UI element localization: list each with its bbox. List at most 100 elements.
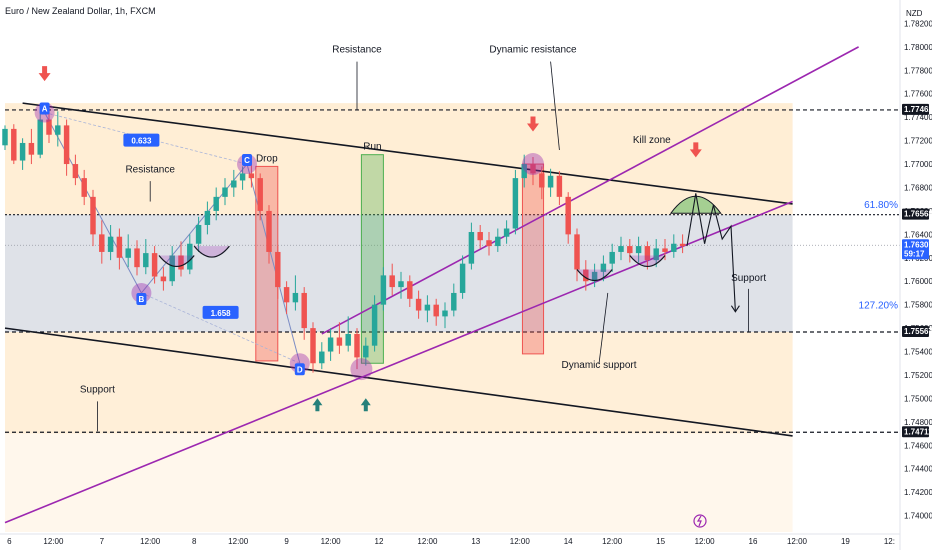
x-tick-label-9: 12:00: [417, 537, 438, 546]
annotation-4: Support: [731, 273, 766, 284]
candle-body-63: [556, 175, 563, 197]
price-tag-bg-support: [902, 325, 929, 337]
candle-body-45: [398, 281, 404, 288]
chart-title: Euro / New Zealand Dollar, 1h, FXCM: [5, 6, 156, 16]
candle-body-50: [442, 310, 448, 317]
candle-body-28: [248, 173, 255, 179]
ratio-label-1: 1.658: [211, 309, 232, 318]
zone-run: [360, 154, 384, 364]
y-tick-label-16: 1.77200: [904, 137, 932, 146]
annotation-1: Dynamic resistance: [489, 45, 577, 56]
candle-body-20: [178, 255, 184, 270]
candle-body-24: [213, 196, 219, 211]
price-tag-bg-fib-618: [902, 208, 929, 220]
annotation-pointer-4: [598, 292, 609, 364]
zone-label-drop: Drop: [256, 153, 278, 164]
price-countdown: 59:17: [904, 249, 925, 258]
pattern-point-label-C: C: [244, 156, 250, 165]
y-tick-label-5: 1.75000: [904, 394, 932, 403]
y-tick-label-4: 1.74800: [904, 418, 932, 427]
down-arrow-1: [527, 116, 539, 132]
candle-body-64: [565, 196, 571, 235]
swing-circle-1: [522, 153, 544, 176]
x-tick-label-4: 8: [192, 537, 197, 546]
candle-body-67: [591, 271, 598, 282]
dynamic-support-arc-0: [158, 255, 195, 268]
candle-body-25: [222, 187, 228, 197]
y-tick-label-2: 1.74400: [904, 465, 932, 474]
candle-body-22: [195, 224, 202, 244]
x-tick-label-6: 9: [284, 537, 289, 546]
bolt-icon-glyph: [696, 515, 702, 527]
swing-circle-0: [350, 358, 373, 381]
price-tag-bg-support-low: [902, 426, 929, 438]
candle-body-47: [415, 298, 422, 311]
bolt-icon: [693, 514, 707, 528]
candle-body-15: [134, 248, 140, 268]
candle-body-44: [389, 275, 395, 288]
zone-label-run: Run: [363, 142, 381, 153]
candle-body-10: [90, 196, 96, 235]
x-tick-label-12: 14: [564, 537, 573, 546]
candle-body-14: [125, 248, 131, 258]
candle-body-57: [503, 228, 510, 237]
price-axis-bg: [900, 0, 932, 550]
candle-body-70: [618, 246, 624, 252]
candle-body-7: [63, 125, 70, 165]
x-tick-label-11: 12:00: [510, 537, 531, 546]
candle-body-40: [354, 333, 360, 358]
price-tag-resistance: 1.77462: [904, 105, 932, 114]
price-tag-bg-resistance: [902, 103, 929, 115]
candle-body-35: [310, 328, 316, 364]
candle-body-2: [19, 142, 26, 161]
candle-body-5: [46, 119, 52, 135]
candle-body-46: [407, 281, 413, 299]
candle-body-76: [671, 243, 677, 252]
annotation-6: Support: [80, 385, 115, 396]
pattern-point-label-A: A: [42, 104, 48, 113]
up-arrow-1: [360, 398, 371, 412]
candle-body-62: [547, 175, 554, 188]
candle-body-12: [107, 236, 114, 252]
candle-body-60: [530, 164, 536, 174]
candle-body-37: [327, 337, 334, 352]
price-tag-bg-current: [902, 239, 929, 260]
kill-zone-dome: [669, 195, 722, 214]
x-tick-label-14: 15: [656, 537, 665, 546]
candle-body-52: [459, 263, 466, 293]
price-tag-support: 1.75567: [904, 327, 932, 336]
pattern-badge-B: [136, 292, 147, 305]
candle-body-61: [539, 173, 545, 188]
candle-body-17: [151, 253, 158, 277]
projection-arrowhead: [730, 305, 740, 313]
candle-body-53: [468, 232, 475, 264]
candle-body-13: [116, 236, 123, 258]
candle-body-4: [37, 119, 43, 155]
pattern-badge-D: [294, 363, 305, 376]
candle-body-77: [679, 243, 686, 247]
candle-body-59: [521, 164, 527, 179]
candle-body-43: [380, 275, 387, 305]
price-tag-support-low: 1.74711: [904, 427, 932, 436]
down-arrow-2: [689, 142, 702, 158]
candle-body-1: [11, 128, 17, 161]
x-tick-label-16: 16: [749, 537, 758, 546]
candle-body-18: [160, 276, 167, 282]
candle-body-29: [257, 178, 263, 211]
ratio-badge-0: [123, 133, 160, 147]
candle-body-31: [275, 251, 281, 288]
candle-body-72: [635, 246, 642, 254]
candle-body-48: [424, 304, 431, 311]
candle-body-38: [336, 337, 343, 346]
black-channel-upper: [22, 102, 793, 205]
candle-body-0: [2, 128, 8, 146]
candle-body-21: [187, 243, 193, 270]
y-tick-label-3: 1.74600: [904, 441, 932, 450]
candle-body-58: [512, 178, 519, 229]
y-tick-label-9: 1.75800: [904, 301, 932, 310]
y-tick-label-6: 1.75200: [904, 371, 932, 380]
x-tick-label-17: 12:00: [787, 537, 808, 546]
candle-body-32: [283, 287, 290, 303]
x-tick-label-2: 7: [100, 537, 105, 546]
